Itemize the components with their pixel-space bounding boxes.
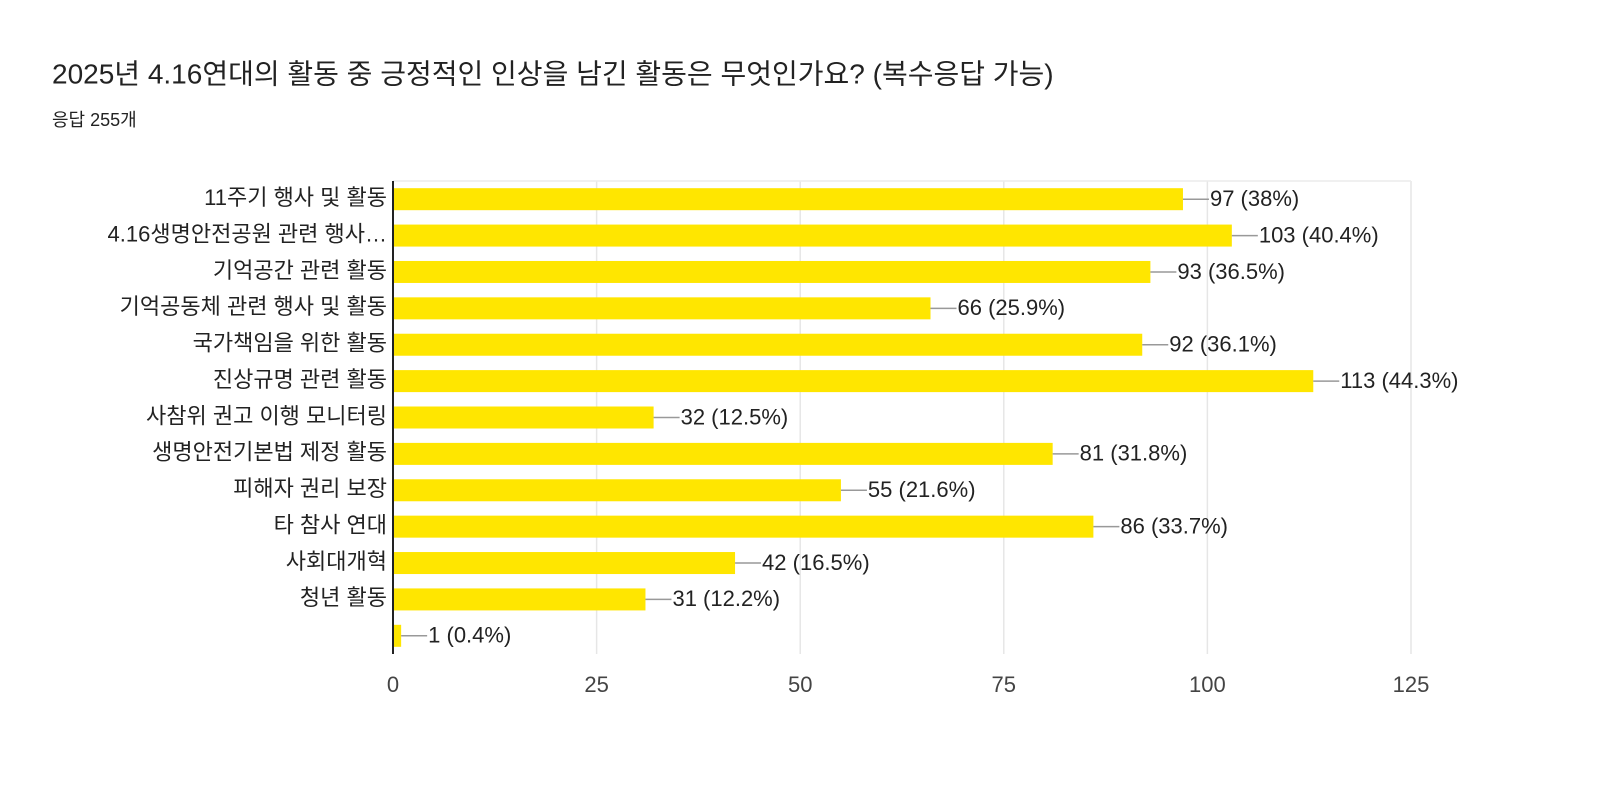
x-tick-label: 125 bbox=[1393, 672, 1430, 697]
y-tick-label: 타 참사 연대 bbox=[274, 512, 387, 537]
y-tick-label: 피해자 권리 보장 bbox=[233, 476, 387, 501]
bar bbox=[393, 406, 654, 429]
y-tick-label: 사회대개혁 bbox=[286, 549, 387, 574]
y-tick-label: 4.16생명안전공원 관련 행사… bbox=[108, 221, 387, 246]
bar bbox=[393, 552, 736, 575]
bar bbox=[393, 624, 402, 647]
bar bbox=[393, 297, 931, 320]
y-tick-label: 진상규명 관련 활동 bbox=[213, 367, 387, 392]
y-tick-label: 기억공동체 관련 행사 및 활동 bbox=[120, 294, 387, 319]
x-tick-label: 50 bbox=[788, 672, 812, 697]
chart-title: 2025년 4.16연대의 활동 중 긍정적인 인상을 남긴 활동은 무엇인가요… bbox=[52, 58, 1054, 89]
x-tick-label: 25 bbox=[584, 672, 608, 697]
bar bbox=[393, 515, 1094, 538]
y-tick-label: 국가책임을 위한 활동 bbox=[193, 331, 387, 356]
value-label: 86 (33.7%) bbox=[1120, 513, 1228, 538]
value-label: 55 (21.6%) bbox=[868, 477, 976, 502]
chart-subtitle: 응답 255개 bbox=[52, 110, 137, 130]
bar bbox=[393, 442, 1053, 465]
value-label: 42 (16.5%) bbox=[762, 550, 870, 575]
bar bbox=[393, 479, 841, 502]
value-label: 32 (12.5%) bbox=[681, 404, 789, 429]
x-tick-label: 100 bbox=[1189, 672, 1226, 697]
value-label: 81 (31.8%) bbox=[1080, 441, 1188, 466]
y-tick-label: 사참위 권고 이행 모니터링 bbox=[146, 403, 387, 428]
bar bbox=[393, 588, 646, 611]
value-label: 113 (44.3%) bbox=[1340, 368, 1458, 393]
y-tick-label: 11주기 행사 및 활동 bbox=[204, 185, 387, 210]
value-label: 93 (36.5%) bbox=[1177, 259, 1285, 284]
x-tick-label: 75 bbox=[992, 672, 1016, 697]
y-tick-label: 청년 활동 bbox=[300, 585, 387, 610]
bar bbox=[393, 188, 1183, 211]
bar bbox=[393, 260, 1151, 283]
bar bbox=[393, 370, 1314, 393]
value-label: 31 (12.2%) bbox=[672, 586, 780, 611]
value-label: 97 (38%) bbox=[1210, 186, 1299, 211]
bar bbox=[393, 224, 1232, 247]
y-tick-label: 생명안전기본법 제정 활동 bbox=[152, 440, 387, 465]
value-label: 92 (36.1%) bbox=[1169, 332, 1277, 357]
value-label: 66 (25.9%) bbox=[958, 295, 1066, 320]
y-tick-label: 기억공간 관련 활동 bbox=[213, 258, 387, 283]
bar bbox=[393, 333, 1143, 356]
value-label: 1 (0.4%) bbox=[428, 623, 511, 648]
value-label: 103 (40.4%) bbox=[1259, 222, 1379, 247]
x-tick-label: 0 bbox=[387, 672, 399, 697]
